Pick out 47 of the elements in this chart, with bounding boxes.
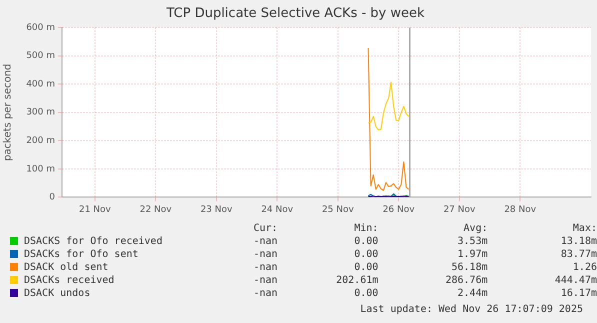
legend-label: DSACKs received xyxy=(23,274,116,287)
text: Cur: xyxy=(252,222,278,235)
y-tick-label: 600 m xyxy=(26,22,55,33)
x-tick-label: 24 Nov xyxy=(261,204,294,215)
text: 0.00 xyxy=(353,287,378,300)
text: Avg: xyxy=(462,222,488,235)
x-tick-label: 28 Nov xyxy=(504,204,537,215)
text: 1.26 xyxy=(572,261,597,274)
text: 0.00 xyxy=(353,261,378,274)
y-tick-label: 200 m xyxy=(26,136,55,146)
y-tick-label: 0 xyxy=(49,192,56,203)
text: 2.44m xyxy=(456,287,488,300)
x-tick-label: 26 Nov xyxy=(382,204,416,215)
text: 0.00 xyxy=(353,248,378,261)
x-tick-label: 22 Nov xyxy=(140,204,172,215)
y-tick-label: 400 m xyxy=(26,79,55,90)
text: Last update: Wed Nov 26 17:07:09 2025 xyxy=(360,304,583,315)
legend-label: DSACKS for Ofo received xyxy=(23,235,164,248)
y-tick-label: 300 m xyxy=(26,108,55,118)
text: 286.76m xyxy=(444,274,488,287)
x-tick-label: 27 Nov xyxy=(443,204,476,215)
text: 444.47m xyxy=(554,274,597,287)
x-tick-label: 25 Nov xyxy=(322,204,354,215)
text: -nan xyxy=(252,287,278,300)
text: 56.18m xyxy=(450,261,488,274)
x-tick-label: 21 Nov xyxy=(78,204,112,215)
text: 1.97m xyxy=(456,248,488,261)
text: 0.00 xyxy=(353,235,378,248)
text: 16.17m xyxy=(560,287,597,300)
text: -nan xyxy=(252,248,278,261)
text: -nan xyxy=(252,235,278,248)
text: -nan xyxy=(252,274,278,287)
x-tick-label: 23 Nov xyxy=(200,204,234,215)
chart-title: TCP Duplicate Selective ACKs - by week xyxy=(165,6,425,22)
text: 83.77m xyxy=(560,248,597,261)
text: Min: xyxy=(353,222,378,235)
text: 3.53m xyxy=(456,235,488,248)
text: 202.61m xyxy=(335,274,378,287)
y-tick-label: 100 m xyxy=(26,164,55,174)
text: Max: xyxy=(572,222,597,235)
text: 13.18m xyxy=(560,235,597,248)
legend-label: DSACKs for Ofo sent xyxy=(23,248,140,261)
legend-label: DSACK undos xyxy=(23,287,92,300)
y-tick-label: 500 m xyxy=(26,51,55,62)
y-axis-title: packets per second xyxy=(2,64,14,162)
text: -nan xyxy=(252,261,278,274)
legend-label: DSACK old sent xyxy=(23,261,110,274)
